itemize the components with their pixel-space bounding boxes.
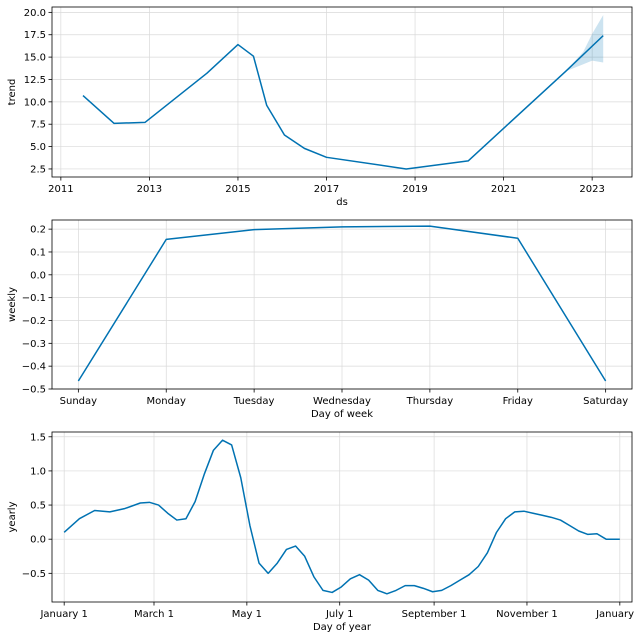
x-tick-label: Tuesday [233,396,275,407]
y-axis-label: weekly [7,287,18,322]
uncertainty-band [565,15,604,72]
x-tick-label: Friday [503,396,533,407]
x-tick-label: September 1 [402,609,467,620]
x-tick-label: March 1 [134,609,174,620]
x-tick-label: 2023 [579,184,604,195]
x-tick-label: 2015 [225,184,250,195]
y-tick-label: 12.5 [24,75,46,86]
y-axis-label: yearly [7,501,18,532]
x-tick-label: 2011 [48,184,73,195]
y-tick-label: 2.5 [30,164,46,175]
y-tick-label: 5.0 [30,142,46,153]
y-axis-label: trend [7,79,18,106]
y-tick-label: 20.0 [24,8,46,19]
panel-weekly: Sunday Monday Tuesday Wednesday Thursday Frid… [7,219,633,420]
y-tick-label: 15.0 [24,53,46,64]
x-axis-label: Day of week [311,409,373,420]
y-tick-label: 7.5 [30,120,46,131]
y-tick-label: −0.2 [22,316,46,327]
y-tick-label: −0.4 [22,362,46,373]
y-tick-label: −0.5 [22,385,46,396]
x-tick-label: July 1 [325,609,354,620]
weekly-series-line [77,225,607,382]
y-tick-label: 10.0 [24,97,46,108]
yearly-grid [52,432,632,602]
yearly-axes-frame [51,431,633,603]
x-tick-label: Monday [147,396,187,407]
y-tick-label: 0.5 [30,501,46,512]
y-tick-label: −0.5 [22,569,46,580]
x-tick-label: 2019 [402,184,427,195]
y-tick-label: 0.0 [30,535,46,546]
panel-yearly: January 1 March 1 May 1 July 1 September 1 No… [7,431,638,633]
x-tick-label: November 1 [496,609,558,620]
x-tick-label: 2017 [314,184,339,195]
y-tick-label: 0.2 [30,225,46,236]
x-axis-label: Day of year [313,622,372,633]
x-tick-label: January 1 [39,609,87,620]
x-axis-label: ds [336,197,348,208]
yearly-series-line [63,439,620,595]
y-tick-label: 1.5 [30,432,46,443]
x-tick-label: 2021 [491,184,516,195]
x-tick-label: Wednesday [313,396,371,407]
x-tick-label: Thursday [406,396,454,407]
trend-grid [52,7,632,177]
x-tick-label: Saturday [583,396,628,407]
trend-axes-frame [51,6,633,178]
y-tick-label: −0.1 [22,293,46,304]
weekly-grid [52,220,632,390]
x-tick-label: May 1 [232,609,262,620]
y-tick-label: 0.0 [30,270,46,281]
y-tick-label: 17.5 [24,30,46,41]
y-tick-label: 1.0 [30,466,46,477]
trend-series-line [82,35,604,170]
x-tick-label: Sunday [60,396,97,407]
panel-trend: 2011 2013 2015 2017 2019 2021 2023 2.5 5.0 7.5 10.… [7,6,633,208]
y-tick-label: 0.1 [30,247,46,258]
x-tick-label: January 1 [595,609,638,620]
y-tick-label: −0.3 [22,339,46,350]
x-tick-label: 2013 [137,184,162,195]
